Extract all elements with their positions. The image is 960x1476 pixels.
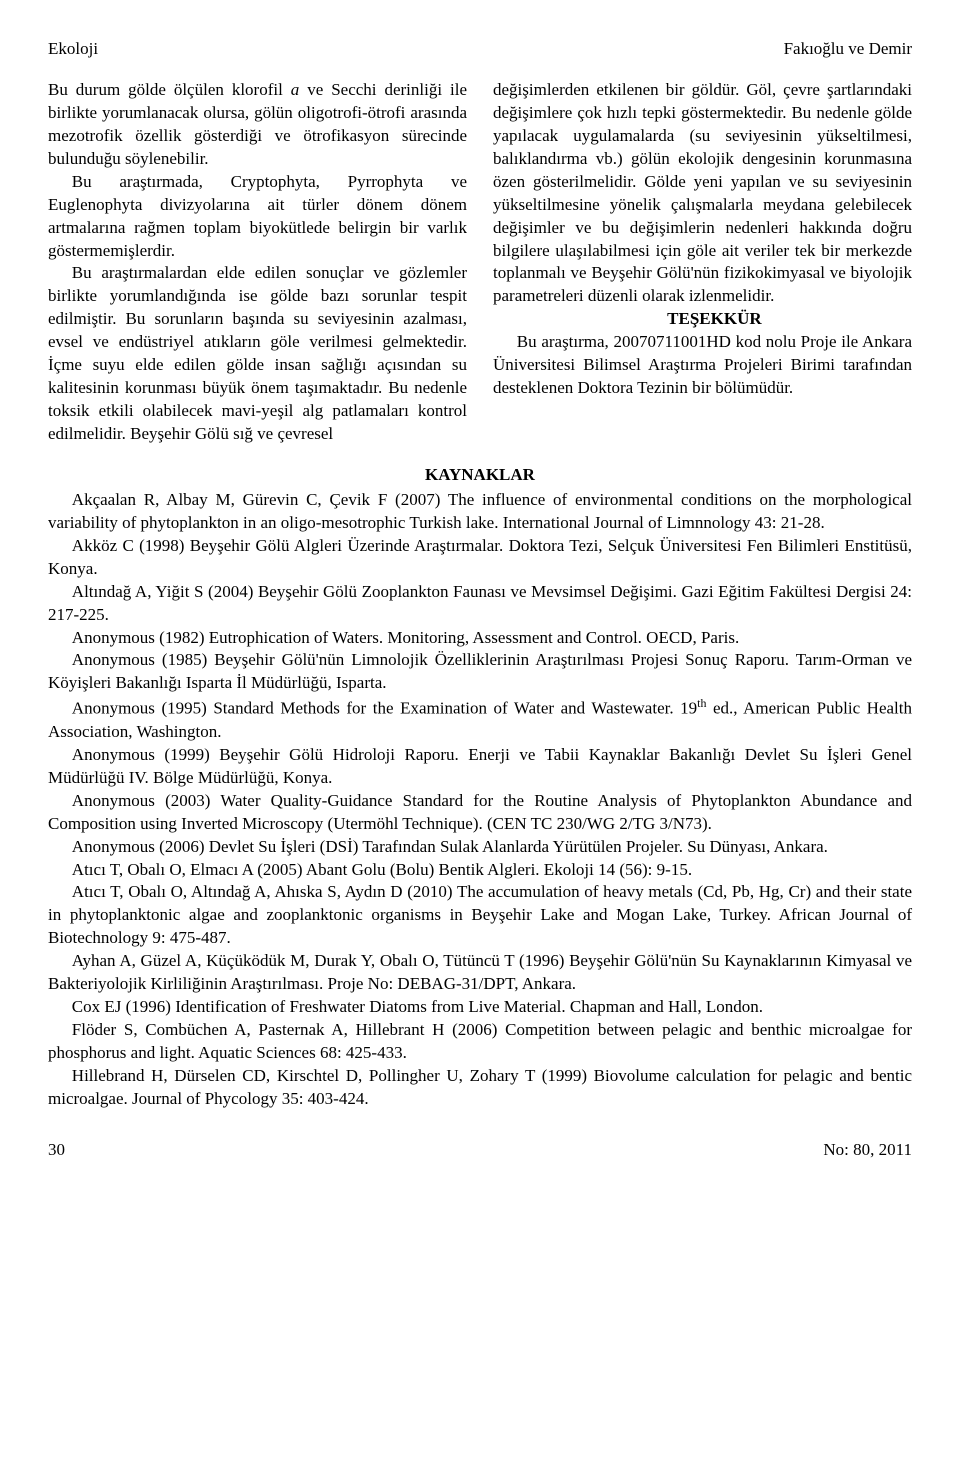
reference-item: Atıcı T, Obalı O, Elmacı A (2005) Abant … (48, 859, 912, 882)
journal-name: Ekoloji (48, 38, 98, 61)
issue-info: No: 80, 2011 (823, 1139, 912, 1162)
right-para-2: Bu araştırma, 20070711001HD kod nolu Pro… (493, 331, 912, 400)
authors-header: Fakıoğlu ve Demir (784, 38, 912, 61)
reference-item: Anonymous (1985) Beyşehir Gölü'nün Limno… (48, 649, 912, 695)
page-header: Ekoloji Fakıoğlu ve Demir (48, 38, 912, 61)
reference-item: Akçaalan R, Albay M, Gürevin C, Çevik F … (48, 489, 912, 535)
reference-item: Cox EJ (1996) Identification of Freshwat… (48, 996, 912, 1019)
reference-item: Hillebrand H, Dürselen CD, Kirschtel D, … (48, 1065, 912, 1111)
reference-item: Anonymous (1999) Beyşehir Gölü Hidroloji… (48, 744, 912, 790)
reference-item: Akköz C (1998) Beyşehir Gölü Algleri Üze… (48, 535, 912, 581)
right-para-1: değişimlerden etkilenen bir göldür. Göl,… (493, 79, 912, 308)
references-block: Akçaalan R, Albay M, Gürevin C, Çevik F … (48, 489, 912, 1111)
left-para-1: Bu durum gölde ölçülen klorofil a ve Sec… (48, 79, 467, 171)
tesekkur-heading: TEŞEKKÜR (493, 308, 912, 331)
reference-item: Altındağ A, Yiğit S (2004) Beyşehir Gölü… (48, 581, 912, 627)
reference-item: Ayhan A, Güzel A, Küçüködük M, Durak Y, … (48, 950, 912, 996)
body-columns: Bu durum gölde ölçülen klorofil a ve Sec… (48, 79, 912, 446)
reference-item: Flöder S, Combüchen A, Pasternak A, Hill… (48, 1019, 912, 1065)
left-para-2: Bu araştırmada, Cryptophyta, Pyrrophyta … (48, 171, 467, 263)
reference-item: Atıcı T, Obalı O, Altındağ A, Ahıska S, … (48, 881, 912, 950)
reference-item: Anonymous (1982) Eutrophication of Water… (48, 627, 912, 650)
reference-item: Anonymous (2006) Devlet Su İşleri (DSİ) … (48, 836, 912, 859)
reference-item: Anonymous (1995) Standard Methods for th… (48, 695, 912, 744)
page-number: 30 (48, 1139, 65, 1162)
left-column: Bu durum gölde ölçülen klorofil a ve Sec… (48, 79, 467, 446)
references-heading: KAYNAKLAR (48, 464, 912, 487)
page-footer: 30 No: 80, 2011 (48, 1139, 912, 1162)
right-column: değişimlerden etkilenen bir göldür. Göl,… (493, 79, 912, 446)
left-para-3: Bu araştırmalardan elde edilen sonuçlar … (48, 262, 467, 446)
reference-item: Anonymous (2003) Water Quality-Guidance … (48, 790, 912, 836)
